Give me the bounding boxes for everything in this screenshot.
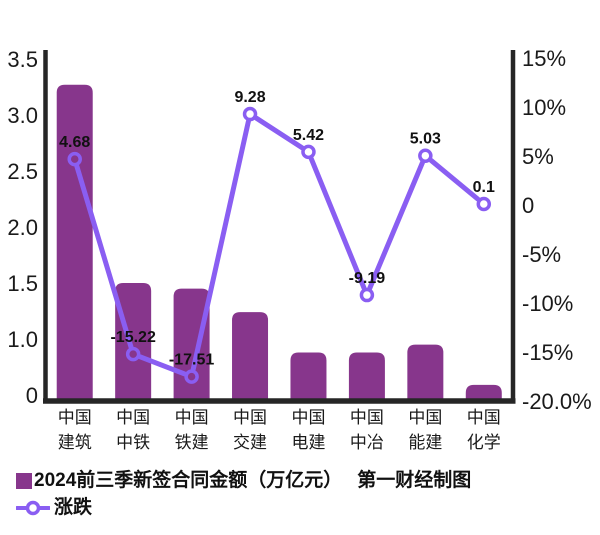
- line-point-label: 5.03: [410, 131, 441, 148]
- category-label: 中冶: [350, 433, 384, 452]
- bar-series-swatch-icon: [16, 473, 32, 489]
- line-series-segment: [137, 354, 188, 377]
- line-point-marker: [242, 106, 258, 122]
- bar: [290, 352, 327, 402]
- line-point-marker: [184, 369, 199, 384]
- left-axis-tick-label: 3.0: [7, 103, 38, 128]
- right-axis-tick-label: -15%: [522, 340, 573, 365]
- right-axis-tick-label: -5%: [522, 242, 561, 267]
- line-point-label: 5.42: [293, 127, 324, 144]
- chart-credit: 第一财经制图: [357, 470, 472, 491]
- line-point-label: -9.19: [349, 270, 386, 287]
- category-label: 中国: [116, 408, 150, 427]
- category-label: 中国: [175, 408, 209, 427]
- line-point-marker: [125, 346, 141, 362]
- right-axis-tick-label: -10%: [522, 291, 573, 316]
- line-point-marker: [476, 196, 492, 212]
- category-label: 中国: [233, 408, 267, 427]
- line-point-label: 9.28: [234, 89, 265, 106]
- bar: [407, 344, 444, 402]
- bar: [173, 288, 210, 402]
- category-label: 交建: [233, 433, 267, 452]
- category-label: 中国: [350, 408, 384, 427]
- left-axis-tick-label: 1.0: [7, 327, 38, 352]
- line-point-label: 4.68: [59, 134, 90, 151]
- line-point-label: -15.22: [110, 329, 155, 346]
- bar-series-label: 2024前三季新签合同金额（万亿元）: [34, 470, 343, 491]
- category-label: 建筑: [58, 433, 92, 452]
- line-series-segment: [253, 115, 305, 151]
- category-label: 能建: [408, 433, 442, 452]
- category-label: 电建: [291, 433, 325, 452]
- bar: [348, 352, 385, 402]
- right-axis-tick-label: 10%: [522, 95, 566, 120]
- bar: [232, 312, 269, 402]
- legend-item-bar-series: 2024前三季新签合同金额（万亿元） 第一财经制图: [16, 470, 471, 492]
- line-series-marker-icon: [16, 500, 50, 516]
- line-point-marker: [301, 144, 316, 160]
- line-point-marker: [67, 151, 82, 167]
- line-point-marker: [359, 287, 375, 303]
- category-label: 中国: [467, 408, 501, 427]
- line-series-segment: [308, 156, 367, 291]
- right-axis-tick-label: 0: [522, 193, 534, 218]
- bar: [56, 84, 93, 402]
- right-axis-tick-label: 15%: [522, 46, 566, 71]
- category-label: 化学: [467, 433, 501, 452]
- category-label: 中国: [408, 408, 442, 427]
- legend-line-circle: [25, 500, 41, 516]
- line-point-marker: [418, 148, 433, 163]
- right-axis-tick-label: -20.0%: [522, 389, 592, 414]
- category-label: 铁建: [175, 433, 209, 452]
- category-label: 中国: [291, 408, 325, 427]
- left-axis-tick-label: 0: [26, 383, 38, 408]
- category-label: 中铁: [116, 433, 150, 452]
- left-axis-tick-label: 3.5: [7, 47, 38, 72]
- line-series-segment: [74, 163, 134, 350]
- chart-legend: 2024前三季新签合同金额（万亿元） 第一财经制图 涨跌: [16, 470, 471, 519]
- line-series-segment: [190, 118, 251, 372]
- bar: [465, 384, 502, 402]
- right-axis-tick-label: 5%: [522, 144, 554, 169]
- left-axis-tick-label: 1.5: [7, 271, 38, 296]
- category-label: 中国: [58, 408, 92, 427]
- line-series-segment: [367, 160, 425, 291]
- left-axis-tick-label: 2.0: [7, 215, 38, 240]
- line-point-label: -17.51: [169, 352, 214, 369]
- combo-chart: 3.5 3.0 2.5 2.0 1.5 1.0 0 15% 10% 5% 0 -5% -10% -15% -…: [7, 46, 592, 452]
- line-series-segment: [428, 157, 481, 202]
- legend-item-line-series: 涨跌: [16, 497, 471, 519]
- bar: [115, 283, 152, 402]
- line-series-label: 涨跌: [54, 497, 93, 518]
- left-axis-tick-label: 2.5: [7, 159, 38, 184]
- line-point-label: 0.1: [473, 179, 495, 196]
